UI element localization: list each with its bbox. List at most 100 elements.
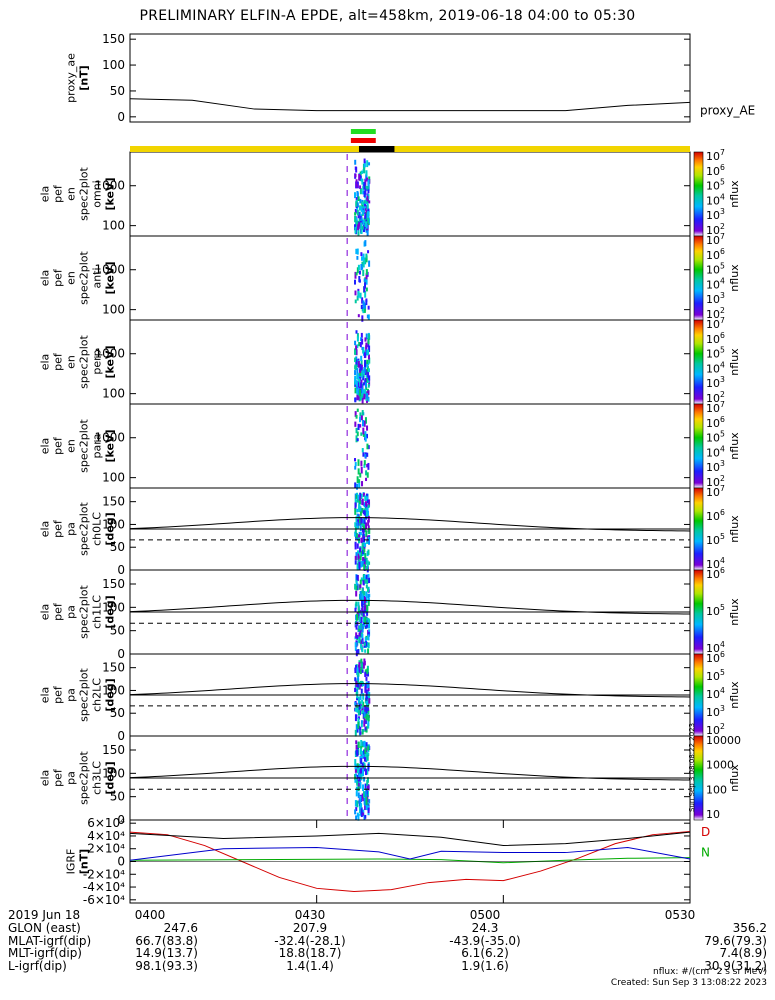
spectrum-pixel (367, 183, 370, 191)
spectrum-pixel (355, 580, 358, 586)
spectrum-pixel (359, 292, 362, 299)
spectrum-pixel (355, 601, 358, 607)
zbar-tick-label: 103 (706, 459, 725, 474)
spectrum-pixel (354, 271, 357, 279)
spectrum-pixel (365, 530, 368, 537)
spectrum-pixel (362, 613, 365, 619)
spectrum-pixel (356, 483, 359, 490)
spectrum-pixel (367, 354, 370, 360)
spectrum-pixel (357, 229, 360, 236)
spectrum-pixel (367, 574, 370, 578)
zbar-tick-label: 103 (706, 291, 725, 306)
spectrum-pixel (366, 452, 369, 457)
spectrum-pixel (355, 533, 358, 539)
spectrum-pixel (368, 260, 371, 267)
spectrum-pixel (359, 370, 362, 376)
spectrum-pixel (356, 634, 359, 639)
spectrum-pixel (358, 632, 361, 638)
ylabel-line: [deg] (104, 512, 117, 545)
spectrum-pixel (367, 349, 370, 356)
spectrum-pixel (354, 499, 357, 505)
spectrum-pixel (354, 687, 357, 693)
spectrum-pixel (366, 790, 369, 797)
spectrum-pixel (358, 479, 361, 483)
spectrum-pixel (361, 369, 364, 373)
spectrum-pixel (367, 519, 370, 526)
spectrum-pixel (360, 217, 363, 224)
spectrum-pixel (359, 511, 362, 516)
spectrum-pixel (354, 526, 357, 534)
spectrum-pixel (357, 393, 360, 397)
spectrum-pixel (367, 538, 370, 545)
spectrum-pixel (359, 750, 362, 755)
zbar-tick-label: 100 (706, 783, 727, 796)
colorbar-ela_pef_en_omni (693, 151, 704, 237)
ylabel-line: pa (65, 688, 78, 702)
spectrum-pixel (361, 507, 364, 513)
spectrum-pixel (365, 386, 368, 391)
spectrum-pixel (359, 547, 362, 555)
zbar-tick-label: 107 (706, 148, 725, 163)
spectrum-pixel (363, 718, 366, 722)
spectrum-pixel (365, 501, 368, 506)
spectrum-pixel (360, 658, 363, 664)
spectrum-pixel (366, 364, 369, 368)
spectrum-pixel (363, 749, 366, 755)
spectrum-pixel (362, 729, 365, 733)
spectrum-pixel (365, 595, 368, 601)
spectrum-pixel (354, 349, 357, 355)
spectrum-pixel (361, 627, 364, 633)
spectrum-pixel (365, 279, 368, 285)
spectrum-pixel (354, 642, 357, 648)
spectrum-pixel (354, 462, 357, 467)
spectrum-pixel (357, 314, 360, 318)
spectrum-pixel (366, 443, 369, 450)
spectrum-pixel (360, 337, 363, 342)
spectrum-pixel (363, 591, 366, 596)
spectrum-pixel (360, 415, 363, 421)
spectrum-pixel (354, 707, 357, 712)
spectrum-pixel (358, 506, 361, 513)
spectrum-pixel (365, 599, 368, 603)
ylabel-line: spec2plot (78, 251, 91, 305)
spectrum-pixel (356, 209, 359, 216)
spectrum-pixel (362, 693, 365, 700)
spectrum-pixel (361, 297, 364, 304)
spectrum-pixel (360, 379, 363, 384)
spectrum-pixel (359, 579, 362, 585)
spectrum-pixel (364, 369, 367, 376)
ylabel-line: pef (52, 352, 65, 371)
spectrum-pixel (364, 291, 367, 298)
spectrum-pixel (356, 565, 359, 571)
spectrum-pixel (366, 393, 369, 397)
spectrum-pixel (357, 381, 360, 388)
spectrum-pixel (358, 806, 361, 813)
spectrum-pixel (363, 367, 366, 373)
ytick-label: 50 (110, 706, 125, 720)
ylabel-line: spec2plot (78, 585, 91, 639)
spectrum-pixel (363, 574, 366, 580)
spectrum-pixel (368, 622, 371, 629)
ylabel-line: [keV] (104, 261, 117, 294)
spectrum-pixel (356, 508, 359, 513)
spectrum-pixel (363, 757, 366, 762)
spectrum-pixel (367, 213, 370, 218)
zbar-tick-label: 106 (706, 508, 725, 523)
zbar-tick-label: 104 (706, 360, 725, 375)
spectrum-pixel (362, 382, 365, 386)
zbar-tick-label: 105 (706, 603, 725, 618)
spectrum-pixel (356, 523, 359, 530)
spectrum-pixel (355, 197, 358, 202)
spectrum-pixel (366, 768, 369, 775)
spectrum-pixel (363, 642, 366, 646)
spectrum-pixel (365, 640, 368, 647)
spectrum-pixel (367, 333, 370, 339)
spectrum-pixel (368, 692, 371, 700)
spectrum-pixel (360, 355, 363, 362)
ytick-label: 50 (110, 84, 125, 98)
spectrum-pixel (359, 555, 362, 561)
spectrum-pixel (364, 814, 367, 819)
orbit-value: 14.9(13.7) (135, 946, 198, 960)
spectrum-pixel (367, 598, 370, 602)
date-label: 2019 Jun 18 (8, 908, 81, 922)
